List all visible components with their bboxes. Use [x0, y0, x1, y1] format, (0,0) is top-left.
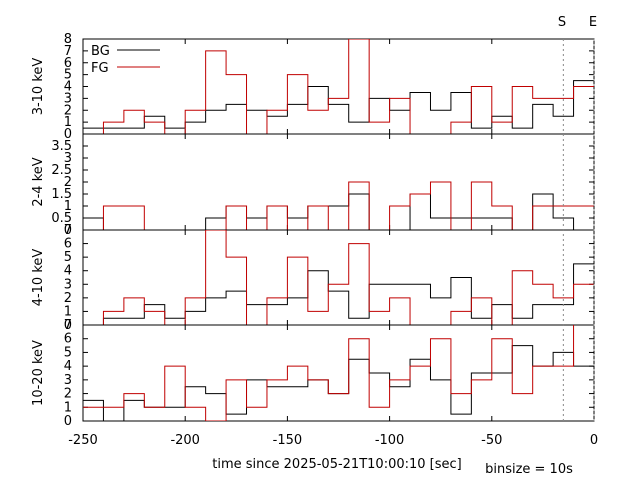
y-tick-label: 5: [64, 250, 72, 265]
y-tick-label: 3: [64, 373, 72, 388]
series-fg: [83, 39, 594, 134]
y-tick-label: 1: [64, 400, 72, 415]
panel-frame: [82, 133, 595, 231]
y-tick-label: 0: [64, 318, 72, 333]
panel-2: 00.511.522.533.5 2-4 keV: [31, 133, 595, 238]
y-axis-label: 3-10 keV: [31, 58, 46, 116]
y-tick-label: 0: [64, 127, 72, 142]
x-tick-label: -50: [481, 433, 502, 448]
y-tick-label: 8: [64, 32, 72, 47]
x-tick-label: 0: [590, 433, 598, 448]
y-tick-label: 3: [64, 277, 72, 292]
y-tick-label: 1: [64, 304, 72, 319]
legend: BG FG: [91, 44, 160, 76]
y-tick-label: 0: [64, 414, 72, 429]
series-bg: [83, 80, 594, 129]
panel-frame: [82, 324, 595, 422]
series-bg: [83, 263, 594, 325]
y-tick-label: 4: [64, 359, 72, 374]
y-tick-label: 5: [64, 345, 72, 360]
y-tick-label: 7: [64, 223, 72, 238]
y-tick-label: 2.5: [51, 163, 72, 178]
y-tick-label: 3.5: [51, 139, 72, 154]
y-tick-label: 2: [64, 387, 72, 402]
y-tick-label: 6: [64, 56, 72, 71]
x-axis-label: time since 2025-05-21T10:00:10 [sec]: [212, 457, 461, 472]
marker-lines: [562, 39, 595, 421]
x-tick-label: -250: [68, 433, 98, 448]
binsize-label: binsize = 10s: [485, 462, 573, 477]
series-fg: [83, 181, 594, 230]
marker-label-s: S: [558, 15, 566, 30]
y-tick-label: 4: [64, 80, 72, 95]
y-tick-label: 7: [64, 44, 72, 59]
y-tick-label: 1: [64, 199, 72, 214]
y-tick-label: 1.5: [51, 187, 72, 202]
y-tick-label: 2: [64, 291, 72, 306]
y-tick-label: 0: [64, 223, 72, 238]
x-tick-label: -100: [375, 433, 405, 448]
series-bg: [83, 193, 594, 230]
marker-label-e: E: [589, 15, 597, 30]
y-tick-label: 3: [64, 151, 72, 166]
series-fg: [83, 325, 575, 421]
series-bg: [83, 345, 594, 421]
legend-label-bg: BG: [91, 44, 110, 59]
y-tick-label: 3: [64, 91, 72, 106]
panel-frame: [82, 229, 595, 326]
y-axis-label: 2-4 keV: [31, 157, 46, 206]
y-tick-label: 4: [64, 264, 72, 279]
y-axis-label: 10-20 keV: [31, 340, 46, 406]
y-tick-label: 0.5: [51, 211, 72, 226]
y-tick-label: 2: [64, 103, 72, 118]
y-tick-label: 7: [64, 318, 72, 333]
y-tick-label: 6: [64, 237, 72, 252]
y-axis-label: 4-10 keV: [31, 249, 46, 307]
x-axis: -250 -200 -150 -100 -50 0: [68, 433, 598, 448]
y-tick-label: 5: [64, 68, 72, 83]
x-tick-label: -200: [170, 433, 200, 448]
y-tick-label: 6: [64, 332, 72, 347]
y-tick-label: 1: [64, 115, 72, 130]
legend-label-fg: FG: [91, 61, 109, 76]
x-tick-label: -150: [273, 433, 303, 448]
series-fg: [83, 230, 594, 325]
y-tick-label: 2: [64, 175, 72, 190]
